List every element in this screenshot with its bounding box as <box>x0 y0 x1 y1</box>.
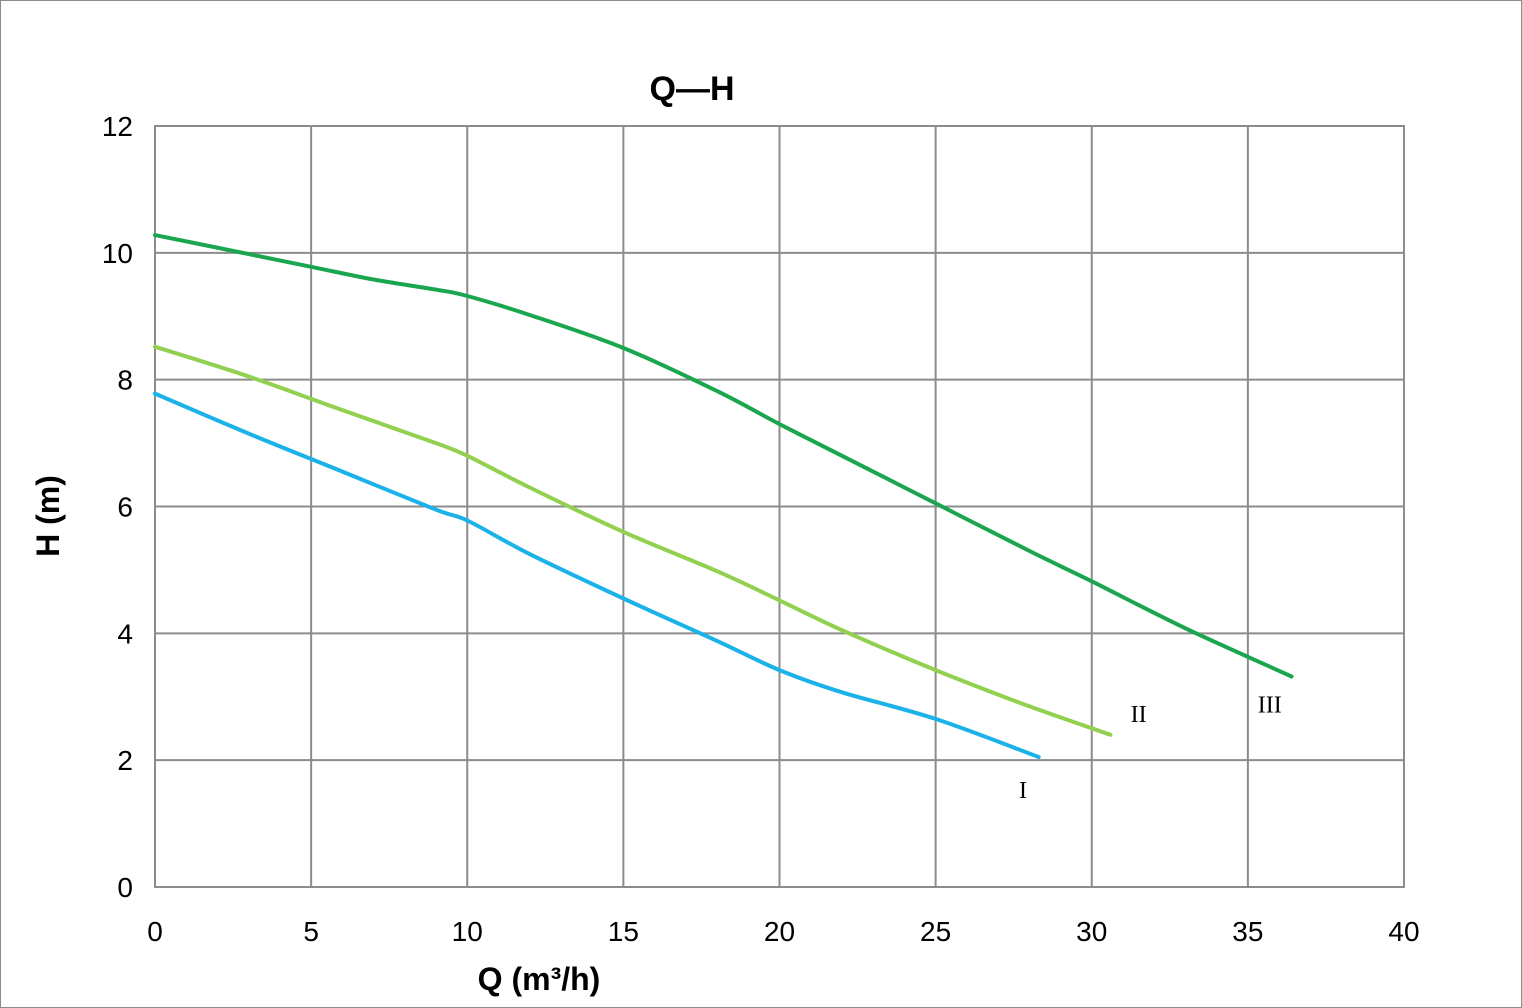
series-line-I <box>153 391 1041 759</box>
x-axis-label: Q (m³/h) <box>478 961 601 997</box>
curve-label-I: I <box>1019 778 1027 804</box>
plot-area-border <box>154 125 1405 888</box>
y-tick-label: 0 <box>117 872 133 903</box>
curve-labels: III III <box>1019 693 1282 805</box>
y-tick-label: 4 <box>117 618 133 649</box>
y-tick-label: 6 <box>117 492 133 523</box>
series-line-III <box>153 233 1294 679</box>
x-tick-label: 15 <box>608 916 639 947</box>
y-axis-ticks: 0 2 4 6 8 10 12 <box>102 111 133 903</box>
x-tick-label: 10 <box>452 916 483 947</box>
chart-title: Q—H <box>650 70 735 108</box>
curve-label-II: II <box>1131 702 1147 728</box>
x-tick-label: 40 <box>1388 916 1419 947</box>
series-line-II <box>153 344 1113 737</box>
x-tick-label: 20 <box>764 916 795 947</box>
x-tick-label: 5 <box>303 916 319 947</box>
y-tick-label: 2 <box>117 745 133 776</box>
x-tick-label: 25 <box>920 916 951 947</box>
y-tick-label: 10 <box>102 238 133 269</box>
x-axis-ticks: 0 5 10 15 20 25 30 35 40 <box>147 916 1419 947</box>
grid-lines <box>154 125 1405 888</box>
x-tick-label: 30 <box>1076 916 1107 947</box>
y-axis-label: H (m) <box>30 475 66 557</box>
x-tick-label: 0 <box>147 916 163 947</box>
curve-label-III: III <box>1258 693 1282 719</box>
x-tick-label: 35 <box>1232 916 1263 947</box>
series-lines <box>153 233 1294 759</box>
y-tick-label: 12 <box>102 111 133 142</box>
y-tick-label: 8 <box>117 365 133 396</box>
